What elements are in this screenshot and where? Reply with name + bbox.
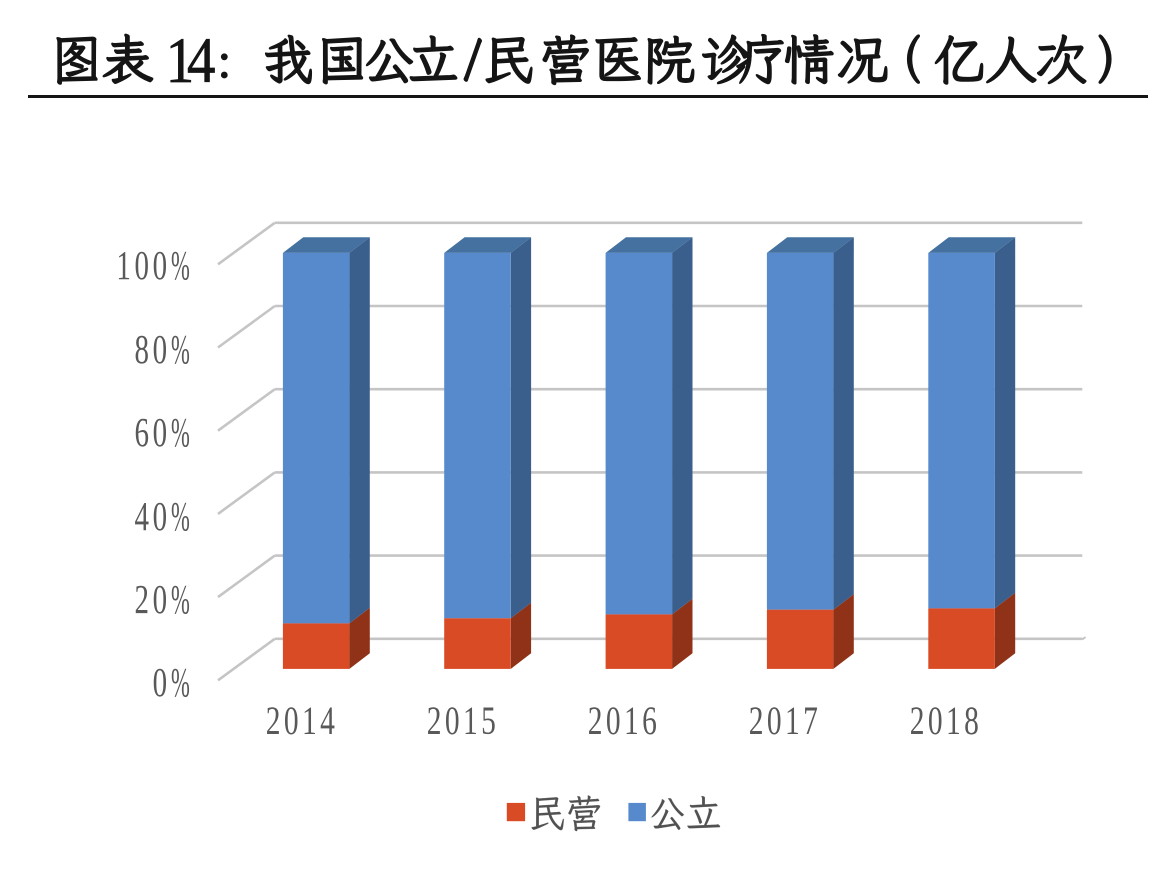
- svg-text:4: 4: [187, 26, 215, 97]
- svg-text:1: 1: [166, 26, 194, 97]
